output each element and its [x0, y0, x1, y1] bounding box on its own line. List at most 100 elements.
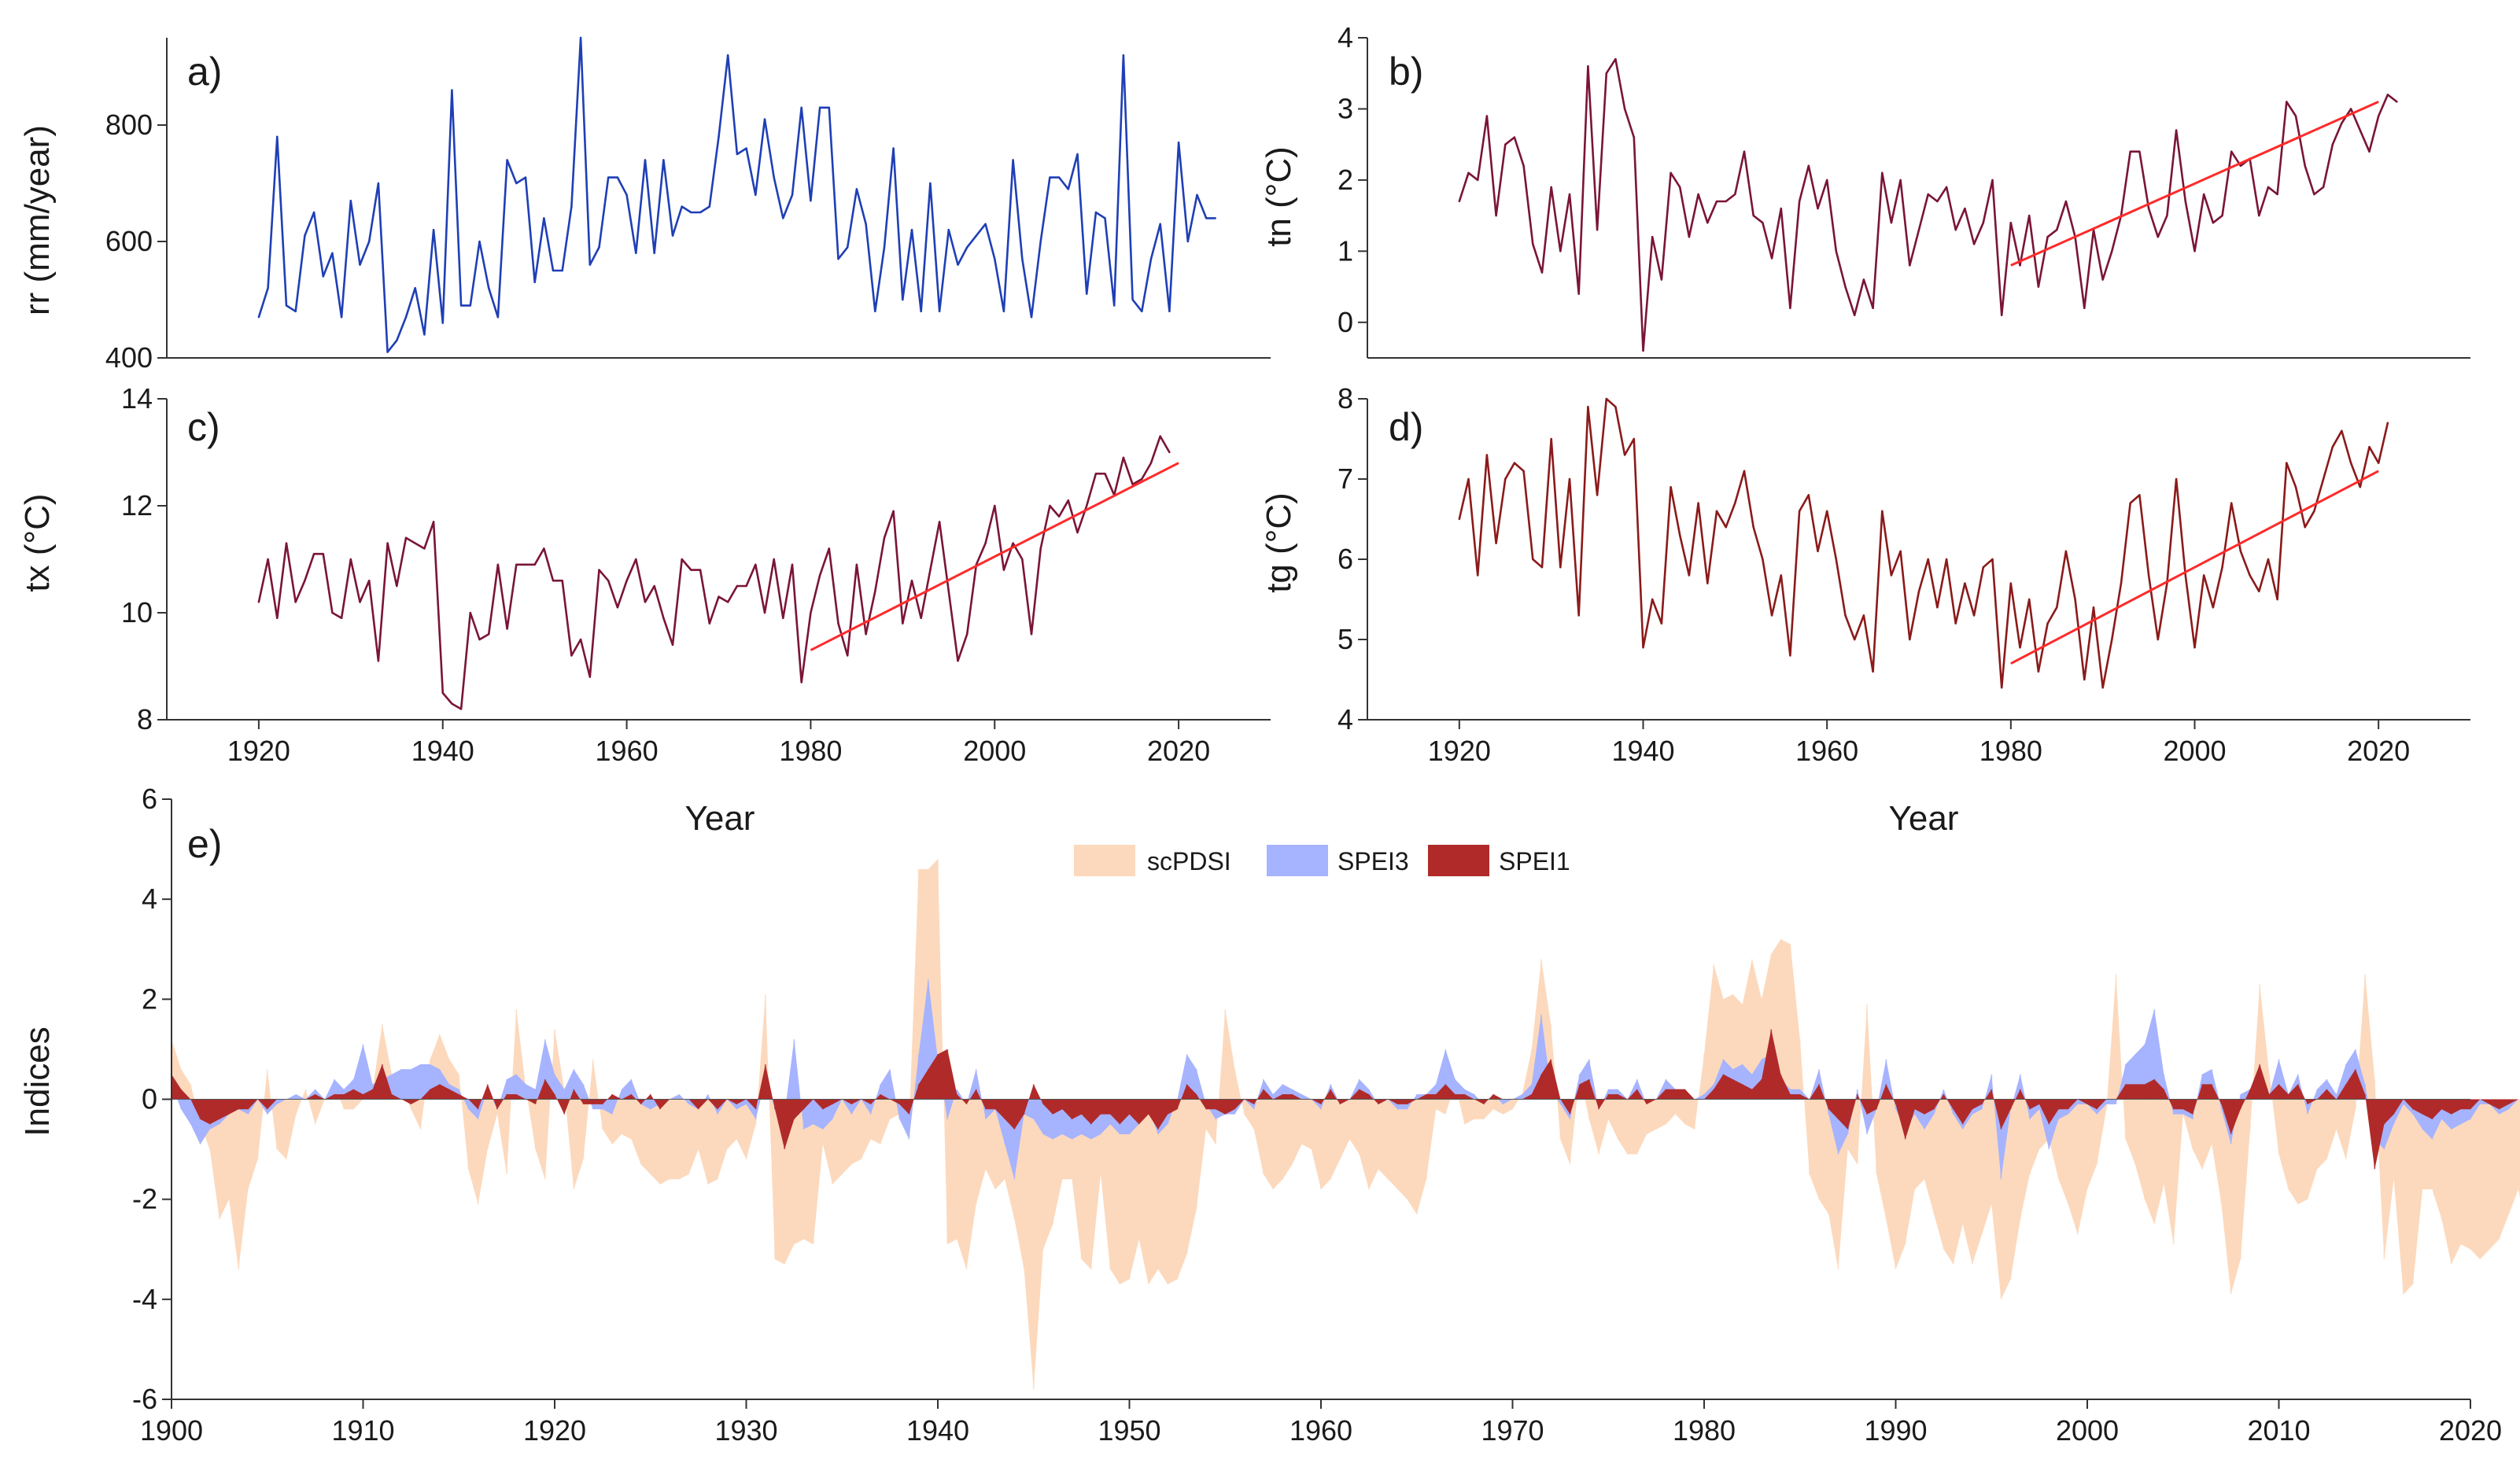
data-point-c: [892, 510, 895, 512]
data-point-c: [607, 580, 610, 582]
data-point-b: [1909, 264, 1911, 267]
data-point-c: [598, 569, 600, 571]
data-point-d: [2212, 606, 2215, 609]
data-point-c: [423, 547, 426, 550]
panel-e: -6 -4 -2 0 2 4 6 1900 1910 1920 1930 1940 1950 1960 19…: [132, 783, 2520, 1447]
data-point-d: [1587, 406, 1589, 408]
data-point-c: [1094, 473, 1098, 475]
data-point-a: [763, 118, 766, 120]
data-point-c: [533, 563, 536, 566]
data-point-a: [846, 246, 849, 249]
data-point-a: [515, 182, 518, 185]
data-point-c: [478, 638, 481, 641]
data-point-c: [441, 691, 444, 695]
data-point-c: [902, 622, 904, 625]
data-point-c: [561, 580, 563, 582]
data-point-b: [2331, 143, 2334, 146]
y-tick-label-b: 3: [1337, 92, 1353, 124]
data-point-c: [635, 558, 637, 561]
x-tick-label-c: 1960: [596, 735, 659, 767]
data-point-a: [902, 298, 904, 301]
data-point-b: [1568, 193, 1571, 196]
data-point-a: [1012, 159, 1014, 161]
data-point-b: [1587, 65, 1589, 68]
data-point-b: [1679, 186, 1681, 189]
data-point-c: [349, 558, 352, 561]
data-point-c: [1104, 473, 1106, 475]
data-point-d: [1789, 654, 1791, 657]
data-point-c: [708, 622, 711, 625]
data-point-a: [533, 281, 536, 283]
data-point-b: [1577, 293, 1580, 295]
data-point-a: [1141, 310, 1143, 312]
data-point-d: [1835, 558, 1838, 561]
data-point-d: [2000, 687, 2003, 689]
data-line-d: [1458, 397, 2389, 689]
data-point-c: [543, 547, 545, 550]
data-point-a: [488, 287, 490, 289]
x-tick-label-e: 2000: [2056, 1414, 2119, 1447]
data-point-a: [616, 176, 619, 179]
data-point-d: [1844, 614, 1847, 617]
data-point-d: [2294, 486, 2297, 488]
y-tick-label-c: 12: [121, 489, 153, 522]
data-point-c: [755, 563, 757, 566]
data-point-a: [644, 159, 647, 161]
data-point-b: [2056, 229, 2058, 231]
data-point-a: [745, 147, 747, 149]
data-point-b: [2276, 193, 2278, 196]
data-point-d: [1927, 558, 1929, 561]
data-point-a: [1131, 298, 1134, 301]
data-point-d: [2230, 502, 2233, 504]
data-point-c: [865, 633, 867, 636]
x-tick-label-e: 1930: [714, 1414, 777, 1447]
y-axis-title-d: tg (°C): [1260, 492, 1298, 593]
data-point-d: [2129, 502, 2131, 504]
data-point-c: [331, 611, 334, 614]
data-point-c: [1168, 451, 1171, 454]
data-point-c: [699, 569, 702, 571]
data-point-a: [414, 287, 416, 289]
data-point-d: [2083, 678, 2086, 681]
data-point-b: [1945, 186, 1948, 189]
y-tick-label-a: 600: [105, 225, 153, 257]
data-point-b: [1789, 307, 1791, 309]
data-point-b: [1485, 115, 1489, 117]
data-point-a: [561, 269, 563, 272]
data-point-b: [2202, 193, 2205, 196]
data-point-a: [368, 240, 371, 243]
data-point-d: [2359, 486, 2361, 488]
data-point-c: [957, 660, 959, 662]
data-point-a: [699, 211, 702, 214]
data-point-b: [1890, 221, 1893, 224]
data-point-b: [2386, 94, 2389, 96]
data-point-a: [285, 304, 288, 307]
legend-label-spei1: SPEI1: [1499, 847, 1570, 875]
data-point-d: [2184, 574, 2187, 577]
y-tick-label-d: 5: [1337, 623, 1353, 655]
y-tick-label-c: 14: [121, 382, 153, 415]
data-point-d: [1679, 534, 1681, 536]
data-point-b: [2322, 186, 2325, 189]
data-point-d: [1605, 397, 1607, 400]
data-point-b: [1972, 243, 1976, 245]
data-point-d: [1862, 614, 1865, 617]
data-point-a: [957, 264, 959, 266]
data-point-b: [1798, 200, 1801, 203]
data-point-c: [920, 617, 922, 619]
data-point-d: [1532, 558, 1534, 561]
data-point-a: [1002, 310, 1005, 312]
data-point-b: [1835, 250, 1838, 252]
data-point-a: [543, 217, 545, 219]
data-point-d: [2009, 582, 2013, 584]
data-point-b: [1670, 171, 1672, 175]
data-point-c: [984, 542, 987, 544]
data-point-d: [1495, 542, 1497, 544]
panel-b: 0 1 2 3 4: [1337, 21, 2470, 359]
y-tick-label-e: 6: [142, 783, 157, 815]
x-tick-label-c: 1920: [227, 735, 290, 767]
data-point-c: [800, 681, 802, 684]
data-point-d: [1762, 558, 1764, 561]
trend-line-b: [2010, 101, 2379, 267]
